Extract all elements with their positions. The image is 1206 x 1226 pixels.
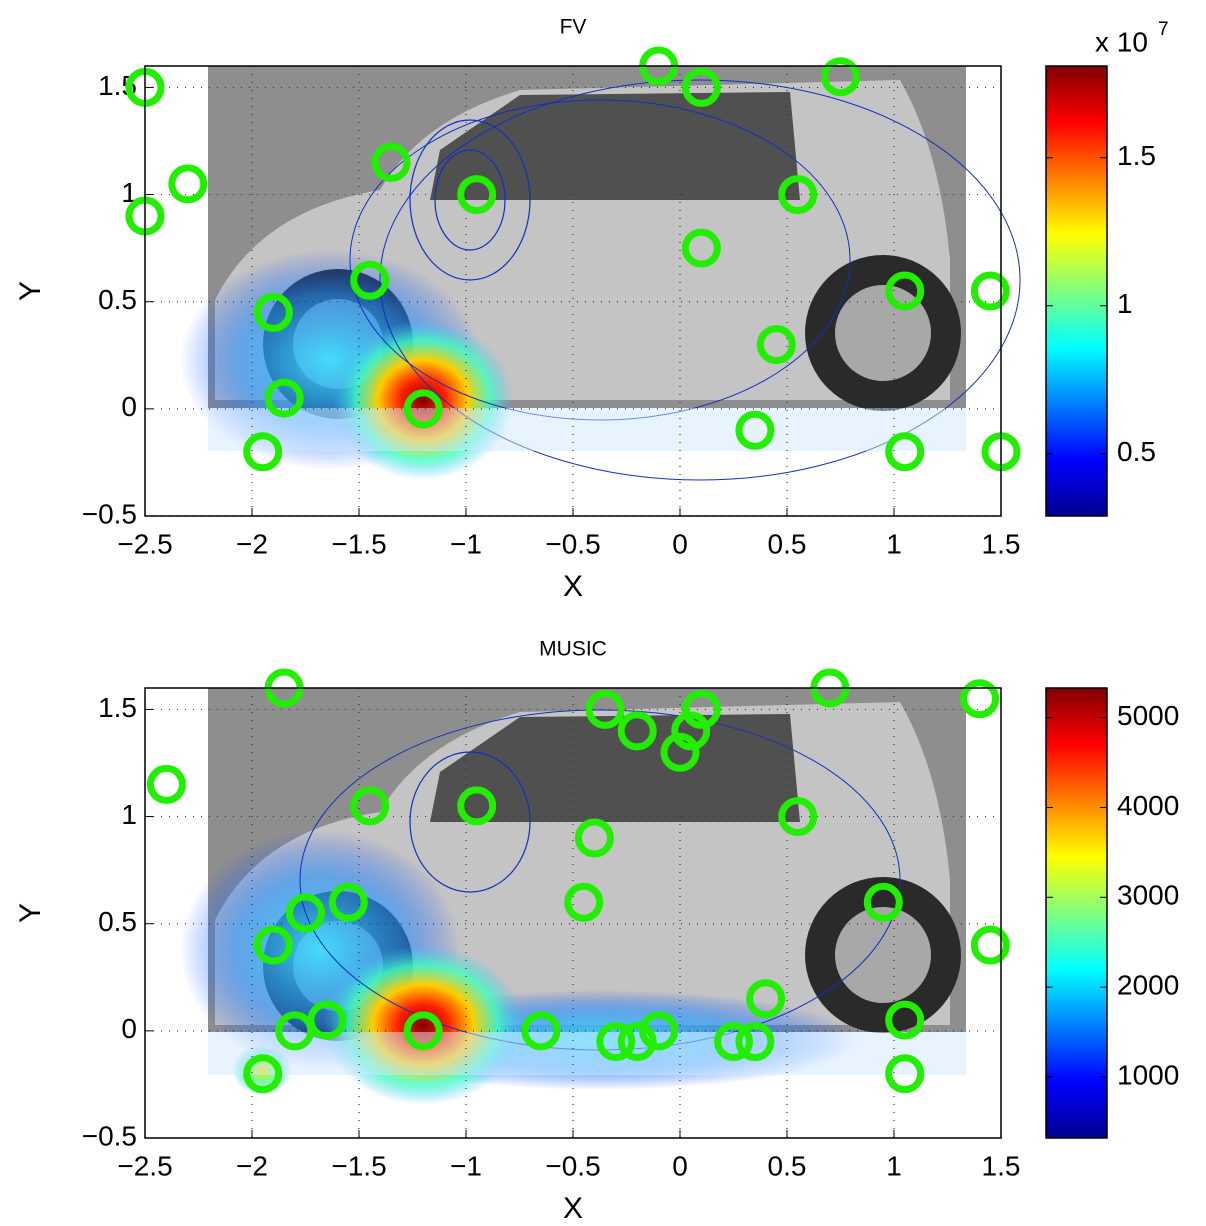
x-tick-label: −2.5 bbox=[117, 1150, 172, 1181]
marker bbox=[574, 818, 614, 858]
marker bbox=[253, 925, 293, 965]
marker bbox=[521, 1011, 561, 1051]
marker bbox=[328, 882, 368, 922]
colorbar-tick-label: 2000 bbox=[1117, 969, 1179, 1000]
marker bbox=[885, 271, 925, 311]
x-tick-label: −1 bbox=[450, 528, 482, 559]
y-tick-label: 0.5 bbox=[98, 284, 137, 315]
marker bbox=[681, 689, 721, 729]
marker bbox=[371, 142, 411, 182]
y-tick-label: −0.5 bbox=[82, 1120, 137, 1151]
chart: FV X Y −2.5 −2 −1.5 −1 −0.5 0 0.5 1 1.5 −0.5 0 0.5 1 1.5… bbox=[14, 16, 1169, 603]
x-tick-label: 1.5 bbox=[982, 1150, 1021, 1181]
x-tick-label: 0 bbox=[672, 528, 688, 559]
axes-frame bbox=[144, 687, 1002, 1139]
y-tick-label: 1 bbox=[121, 799, 137, 830]
colorbar bbox=[1045, 65, 1108, 517]
marker bbox=[617, 711, 657, 751]
x-tick-label: 0 bbox=[672, 1150, 688, 1181]
colorbar-tick-label: 0.5 bbox=[1117, 436, 1156, 467]
marker bbox=[863, 882, 903, 922]
x-tick-label: 1.5 bbox=[982, 528, 1021, 559]
y-tick-label: 1 bbox=[121, 177, 137, 208]
marker bbox=[681, 67, 721, 107]
marker bbox=[307, 1000, 347, 1040]
marker bbox=[403, 1011, 443, 1051]
marker bbox=[970, 925, 1010, 965]
x-tick-label: −0.5 bbox=[545, 528, 600, 559]
marker bbox=[286, 893, 325, 933]
marker bbox=[660, 732, 700, 772]
marker bbox=[457, 786, 497, 826]
axes-frame bbox=[144, 65, 1002, 517]
x-tick-label: 0.5 bbox=[768, 1150, 807, 1181]
x-tick-label: −2.5 bbox=[117, 528, 172, 559]
marker bbox=[885, 1054, 925, 1094]
y-tick-label: 1.5 bbox=[98, 692, 137, 723]
colorbar-exponent: 7 bbox=[1158, 19, 1169, 40]
colorbar-tick-label: 1000 bbox=[1117, 1059, 1179, 1090]
marker bbox=[714, 1022, 753, 1062]
marker bbox=[671, 711, 711, 751]
chart-title: FV bbox=[560, 16, 587, 39]
marker bbox=[735, 1022, 775, 1062]
marker bbox=[885, 432, 925, 472]
colorbar-tick-label: 4000 bbox=[1117, 790, 1179, 821]
x-tick-label: 0.5 bbox=[768, 528, 807, 559]
marker bbox=[778, 797, 818, 837]
marker bbox=[885, 1000, 925, 1040]
marker bbox=[457, 175, 497, 215]
chart: MUSIC X Y −2.5 −2 −1.5 −1 −0.5 0 0.5 1 1.5 −0.5 0 0.5 1… bbox=[14, 638, 1179, 1225]
x-tick-label: −2 bbox=[236, 1150, 268, 1181]
marker bbox=[821, 57, 860, 97]
marker bbox=[778, 175, 818, 215]
marker bbox=[253, 292, 293, 332]
marker bbox=[243, 432, 283, 472]
x-axis-label: X bbox=[563, 570, 583, 603]
marker bbox=[350, 786, 390, 826]
y-tick-label: −0.5 bbox=[82, 498, 137, 529]
marker bbox=[970, 271, 1010, 311]
marker bbox=[617, 1022, 657, 1062]
background-map bbox=[180, 66, 1021, 481]
colorbar-tick-label: 1.5 bbox=[1117, 140, 1156, 171]
y-tick-label: 0.5 bbox=[98, 906, 137, 937]
marker bbox=[564, 882, 604, 922]
marker bbox=[735, 410, 775, 450]
marker bbox=[146, 764, 186, 804]
x-tick-label: −1.5 bbox=[331, 1150, 386, 1181]
marker bbox=[264, 378, 304, 418]
background-map bbox=[180, 688, 966, 1105]
x-tick-label: −1 bbox=[450, 1150, 482, 1181]
x-tick-label: −0.5 bbox=[545, 1150, 600, 1181]
x-axis-label: X bbox=[563, 1192, 583, 1225]
chart-title: MUSIC bbox=[539, 638, 607, 661]
x-tick-label: −2 bbox=[236, 528, 268, 559]
marker bbox=[168, 164, 208, 204]
marker bbox=[960, 679, 1000, 719]
marker bbox=[243, 1054, 283, 1094]
y-tick-label: 0 bbox=[121, 1013, 137, 1044]
y-axis-label: Y bbox=[14, 903, 47, 923]
x-tick-label: 1 bbox=[886, 528, 902, 559]
colorbar-tick-label: 1 bbox=[1117, 288, 1133, 319]
x-tick-label: −1.5 bbox=[331, 528, 386, 559]
marker bbox=[350, 260, 390, 300]
marker bbox=[681, 228, 721, 268]
marker bbox=[596, 1022, 636, 1062]
x-tick-label: 1 bbox=[886, 1150, 902, 1181]
colorbar bbox=[1045, 687, 1108, 1139]
y-tick-label: 0 bbox=[121, 391, 137, 422]
y-axis-label: Y bbox=[14, 281, 47, 301]
marker bbox=[585, 689, 625, 729]
marker bbox=[639, 1011, 679, 1051]
marker bbox=[403, 389, 443, 429]
marker bbox=[756, 325, 796, 365]
marker bbox=[746, 979, 786, 1019]
colorbar-tick-label: 3000 bbox=[1117, 880, 1179, 911]
colorbar-multiplier: x 10 bbox=[1095, 26, 1148, 57]
colorbar-tick-label: 5000 bbox=[1117, 700, 1179, 731]
